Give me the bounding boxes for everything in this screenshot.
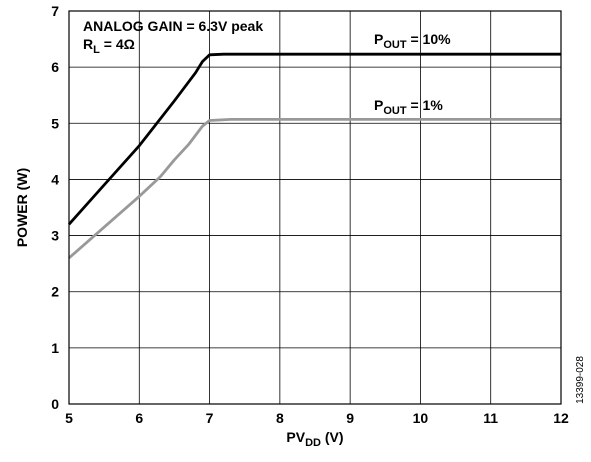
y-tick-label: 1 [51,340,59,356]
x-axis-title-sub: DD [305,437,321,449]
x-axis-title: PVDD (V) [286,429,343,449]
series-label-pout-1-sub: OUT [383,105,407,117]
y-tick-label: 0 [51,396,59,412]
x-tick-labels: 5 6 7 8 9 10 11 12 [65,410,569,426]
series-label-pout-10-main: P [374,31,383,47]
x-tick-label: 10 [413,410,429,426]
figure-id: 13399-028 [575,356,586,404]
series-line-1 [68,118,561,260]
series-label-pout-1-main: P [374,97,383,113]
x-tick-label: 11 [483,410,498,426]
x-tick-label: 8 [276,410,284,426]
series-label-pout-1-rest: = 1% [407,97,444,113]
x-tick-label: 6 [135,410,143,426]
series-line-0 [67,52,561,226]
y-tick-label: 3 [51,228,59,244]
annotation-analog-gain: ANALOG GAIN = 6.3V peak [83,18,263,34]
series-label-pout-10-rest: = 10% [407,31,452,47]
annotation-rl-sub: L [93,44,100,56]
annotation-load-resistance: RL = 4Ω [83,36,135,56]
y-tick-label: 7 [51,3,59,19]
y-tick-label: 2 [51,284,59,300]
y-tick-label: 6 [51,59,59,75]
series-label-pout-10-sub: OUT [383,39,407,51]
x-axis-title-unit: (V) [321,429,344,445]
y-axis-title: POWER (W) [14,168,30,247]
y-tick-label: 4 [51,171,59,187]
series-label-pout-1: POUT = 1% [374,97,443,117]
y-tick-label: 5 [51,115,59,131]
x-tick-label: 7 [206,410,214,426]
plot-frame [68,10,562,405]
grid [68,10,562,405]
series-label-pout-10: POUT = 10% [374,31,451,51]
annotation-rl-main: R [83,36,93,52]
x-tick-label: 12 [553,410,569,426]
x-tick-label: 5 [65,410,73,426]
annotation-rl-rest: = 4Ω [100,36,135,52]
y-tick-labels: 0 1 2 3 4 5 6 7 [51,3,59,412]
x-tick-label: 9 [346,410,354,426]
x-axis-title-main: PV [286,429,305,445]
series-lines [67,52,561,260]
